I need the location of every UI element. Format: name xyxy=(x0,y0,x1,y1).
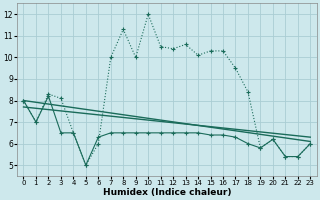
X-axis label: Humidex (Indice chaleur): Humidex (Indice chaleur) xyxy=(103,188,231,197)
